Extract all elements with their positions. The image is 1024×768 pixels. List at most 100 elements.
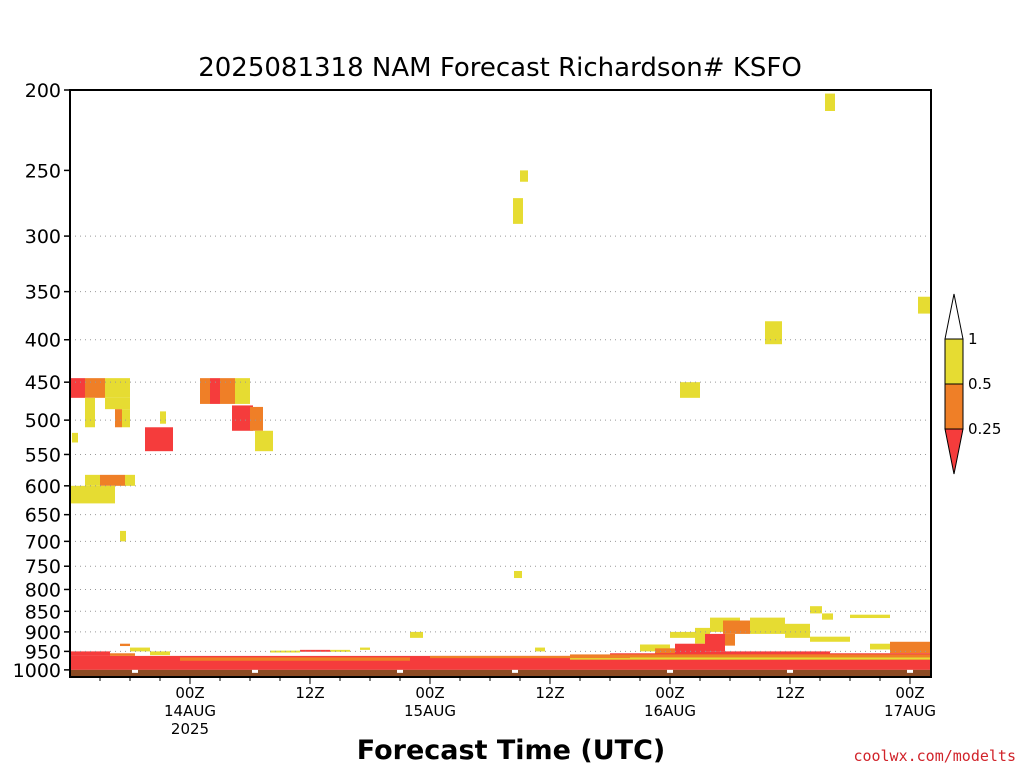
x-tick-label: 15AUG <box>404 702 456 720</box>
x-tick-label: 12Z <box>775 684 804 702</box>
y-tick-label: 200 <box>25 80 61 102</box>
heatmap-cell <box>120 530 126 542</box>
heatmap-cell <box>180 657 410 661</box>
chart-title: 2025081318 NAM Forecast Richardson# KSFO <box>198 53 802 83</box>
y-tick-label: 550 <box>25 444 61 466</box>
ground-notch <box>132 669 138 673</box>
y-tick-label: 450 <box>25 372 61 394</box>
x-tick-label: 12Z <box>535 684 564 702</box>
heatmap-cell <box>85 378 105 398</box>
heatmap-cell <box>72 432 78 443</box>
heatmap-cell <box>70 378 85 398</box>
heatmap-cell <box>822 613 833 620</box>
heatmap-cell <box>210 378 220 404</box>
y-tick-label: 750 <box>25 556 61 578</box>
colorbar-label: 1 <box>968 330 978 348</box>
heatmap-cell <box>570 657 931 660</box>
heatmap-cell <box>675 643 705 656</box>
x-tick-label: 17AUG <box>884 702 936 720</box>
heatmap-cell <box>810 636 850 642</box>
ground-notch <box>952 669 958 673</box>
heatmap-cell <box>110 653 135 656</box>
colorbar-label: 0.25 <box>968 420 1001 438</box>
heatmap-cell <box>85 397 95 428</box>
heatmap-cell <box>70 651 110 656</box>
heatmap-cell <box>670 631 695 638</box>
heatmap-cell <box>105 378 130 398</box>
heatmap-cell <box>85 474 100 486</box>
heatmap-cell <box>235 378 250 404</box>
heatmap-cell <box>122 409 130 428</box>
heatmap-cell <box>765 321 782 345</box>
colorbar-bin <box>944 383 964 430</box>
heatmap-cell <box>130 647 150 652</box>
heatmap-cell <box>680 382 700 398</box>
x-tick-label: 00Z <box>655 684 684 702</box>
heatmap-cell <box>690 651 830 656</box>
heatmap-cell <box>850 614 890 619</box>
colorbar-bin <box>944 428 964 475</box>
heatmap-cell <box>125 474 135 486</box>
heatmap-cell <box>300 649 330 652</box>
heatmap-cell <box>513 198 523 224</box>
x-tick-label: 14AUG <box>164 702 216 720</box>
x-tick-label: 00Z <box>175 684 204 702</box>
heatmap-cell <box>870 643 890 650</box>
y-tick-label: 1000 <box>13 660 61 682</box>
credit-link[interactable]: coolwx.com/modelts <box>853 747 1016 765</box>
ground-notch <box>397 669 403 673</box>
heatmap-cell <box>100 474 125 486</box>
heatmap-cell <box>200 378 210 404</box>
heatmap-cell <box>520 170 528 182</box>
plot-frame <box>69 89 932 678</box>
heatmap-cell <box>145 427 173 452</box>
heatmap-cell <box>750 617 785 634</box>
heatmap-cell <box>785 623 810 638</box>
heatmap-cell <box>430 655 630 659</box>
heatmap-cell <box>255 430 273 452</box>
colorbar-bin <box>944 293 964 340</box>
heatmap-cell <box>250 406 263 431</box>
y-tick-label: 600 <box>25 476 61 498</box>
heatmap-cell <box>330 649 350 652</box>
heatmap-cell <box>232 405 253 431</box>
y-tick-label: 500 <box>25 410 61 432</box>
heatmap-cell <box>220 378 235 404</box>
ground-fill <box>70 669 931 677</box>
colorbar: 1 0.5 0.25 <box>944 293 1001 475</box>
x-tick-label: 16AUG <box>644 702 696 720</box>
x-tick-label: 12Z <box>295 684 324 702</box>
heatmap-cell <box>918 296 931 314</box>
heatmap-cell <box>890 641 931 654</box>
ground-layer <box>70 669 958 677</box>
y-tick-label: 850 <box>25 601 61 623</box>
ground-notch <box>907 669 913 673</box>
x-tick-label: 00Z <box>415 684 444 702</box>
ground-notch <box>252 669 258 673</box>
heatmap-cell <box>810 606 822 614</box>
heatmap-cell <box>70 485 115 504</box>
heatmap-cell <box>105 397 130 410</box>
heatmap-cell <box>640 644 670 652</box>
colorbar-bin <box>944 338 964 385</box>
heatmap-cell <box>514 570 522 579</box>
heatmap-cell <box>160 411 166 424</box>
heatmap-cell <box>725 633 735 646</box>
ground-notch <box>667 669 673 673</box>
heatmap-cell <box>410 631 423 638</box>
heatmap-cell <box>120 643 130 647</box>
x-tick-label: 00Z <box>895 684 924 702</box>
heatmap-cell <box>150 651 170 656</box>
x-axis-title: Forecast Time (UTC) <box>357 735 665 766</box>
heatmap-cell <box>750 654 850 657</box>
y-tick-label: 300 <box>25 226 61 248</box>
y-tick-label: 800 <box>25 579 61 601</box>
colorbar-label: 0.5 <box>968 375 992 393</box>
heatmap-cell <box>115 409 122 428</box>
y-tick-label: 950 <box>25 641 61 663</box>
grid-lines <box>70 235 931 652</box>
x-tick-label: 2025 <box>171 720 209 738</box>
y-tick-label: 900 <box>25 622 61 644</box>
heatmap-cell <box>535 647 545 652</box>
